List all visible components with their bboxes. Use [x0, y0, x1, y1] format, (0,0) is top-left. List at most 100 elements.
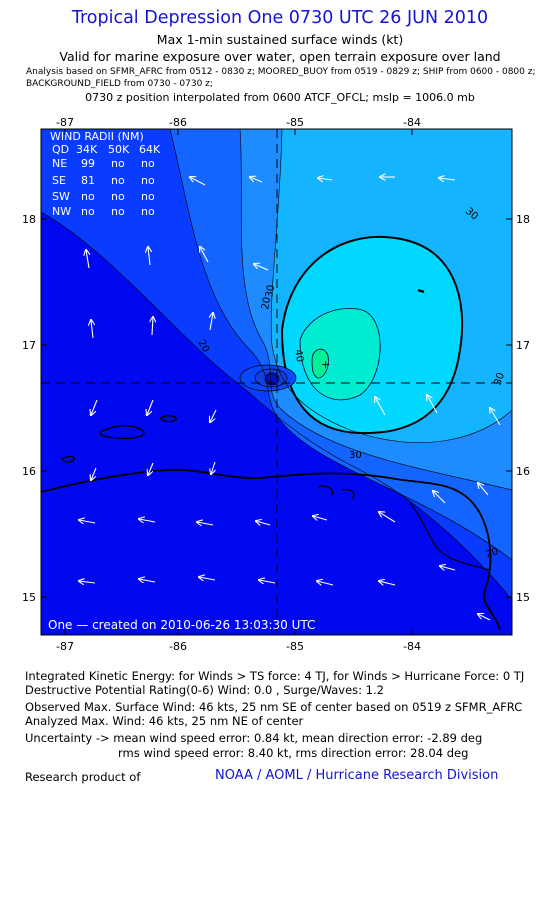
contour-label-30c: 30 [492, 371, 507, 387]
wind-arrow [210, 313, 213, 331]
lon-tick-bottom-87: -87 [56, 640, 74, 653]
research-product-label: Research product of [25, 770, 141, 784]
wind-arrow [139, 519, 156, 522]
wind-radii-table: WIND RADII (NM) QD 34K 50K 64K NE 99 no … [50, 130, 161, 218]
radii-row-nw-34k: no [81, 205, 95, 218]
wind-arrow [379, 581, 396, 585]
wind-analysis-map: + 20 20 30 30 30 30 40 20 WIND RADII (NM… [22, 116, 530, 653]
uncertainty-line1: Uncertainty -> mean wind speed error: 0.… [25, 731, 483, 745]
contour-label-40: 40 [292, 349, 305, 363]
lon-tick-bottom-84: -84 [403, 640, 421, 653]
contour-label-30d: 30 [264, 284, 277, 298]
lat-tick-left-18: 18 [22, 213, 36, 226]
radii-header-50k: 50K [108, 143, 130, 156]
analysis-sources-line2: BACKGROUND_FIELD from 0730 - 0730 z; [26, 79, 213, 89]
wind-arrow [148, 462, 154, 475]
lon-tick-top-84: -84 [403, 116, 421, 129]
radii-row-sw-qd: SW [52, 190, 70, 203]
lat-ticks-left: 18 17 16 15 [22, 213, 47, 604]
subtitle-exposure: Valid for marine exposure over water, op… [59, 49, 501, 64]
island-utila [61, 455, 75, 463]
lat-ticks-right: 18 17 16 15 [506, 213, 530, 604]
wind-arrow [86, 250, 89, 269]
center-plus-marker: + [321, 358, 330, 371]
radii-row-se-34k: 81 [81, 174, 95, 187]
lat-tick-right-15: 15 [516, 591, 530, 604]
radii-row-nw-50k: no [111, 205, 125, 218]
honduras-coast [41, 468, 501, 631]
position-line: 0730 z position interpolated from 0600 A… [85, 91, 475, 104]
wind-arrow [139, 579, 156, 582]
radii-row-ne-50k: no [111, 157, 125, 170]
lon-ticks-top: -87 -86 -85 -84 [56, 116, 421, 135]
wind-arrow [190, 177, 206, 186]
ike-line: Integrated Kinetic Energy: for Winds > T… [25, 669, 525, 683]
lat-tick-left-16: 16 [22, 465, 36, 478]
wind-arrow [148, 247, 150, 266]
coastline [41, 288, 501, 631]
island-roatan [99, 425, 145, 440]
wind-arrow [200, 247, 209, 263]
island-guanaja [158, 415, 177, 423]
wind-arrow [91, 320, 93, 339]
radii-header-qd: QD [52, 143, 69, 156]
island-swan-reefs [317, 485, 355, 500]
contour-label-20c: 20 [484, 546, 500, 561]
uncertainty-line2: rms wind speed error: 8.40 kt, rms direc… [118, 746, 469, 760]
radii-row-se-50k: no [111, 174, 125, 187]
wind-band-max [311, 348, 329, 379]
contour-label-30a: 30 [349, 450, 362, 461]
radii-row-ne-qd: NE [52, 157, 67, 170]
radii-row-nw-64k: no [141, 205, 155, 218]
lat-tick-right-18: 18 [516, 213, 530, 226]
wind-arrow [427, 395, 438, 414]
lon-tick-top-85: -85 [286, 116, 304, 129]
lat-tick-right-17: 17 [516, 339, 530, 352]
observed-max-wind-line: Observed Max. Surface Wind: 46 kts, 25 n… [25, 700, 523, 714]
noaa-aoml-hrd-label: NOAA / AOML / Hurricane Research Divisio… [215, 768, 499, 783]
isotach-10 [41, 211, 512, 601]
radii-row-se-qd: SE [52, 174, 66, 187]
isotach-30 [270, 129, 512, 443]
destructive-potential-line: Destructive Potential Rating(0-6) Wind: … [25, 683, 384, 697]
wind-arrow [440, 566, 456, 570]
wind-radii-title: WIND RADII (NM) [50, 130, 144, 143]
wind-arrow [211, 461, 215, 474]
radii-header-64k: 64K [139, 143, 161, 156]
radii-row-sw-50k: no [111, 190, 125, 203]
wind-arrow [91, 467, 97, 480]
lon-tick-top-87: -87 [56, 116, 74, 129]
isotach-25 [239, 129, 512, 491]
wind-arrow [256, 521, 271, 525]
lat-tick-left-15: 15 [22, 591, 36, 604]
wind-arrow [259, 580, 276, 583]
wind-arrow [79, 520, 96, 523]
wind-arrow [91, 399, 98, 415]
radii-row-sw-64k: no [141, 190, 155, 203]
wind-arrow [439, 178, 456, 180]
analyzed-max-wind-line: Analyzed Max. Wind: 46 kts, 25 nm NE of … [25, 714, 304, 728]
lon-tick-bottom-85: -85 [286, 640, 304, 653]
wind-arrow [199, 577, 216, 580]
wind-arrow [317, 581, 334, 585]
radii-row-nw-qd: NW [52, 205, 71, 218]
subtitle-max-winds: Max 1-min sustained surface winds (kt) [156, 32, 404, 47]
radii-row-ne-64k: no [141, 157, 155, 170]
center-low-contour-inner [264, 372, 280, 386]
wind-arrow [152, 317, 153, 336]
wind-arrow [313, 516, 328, 520]
wind-arrow [478, 614, 491, 621]
wind-arrow [250, 177, 263, 183]
island-swan [417, 288, 425, 294]
wind-arrows [79, 177, 501, 621]
analysis-sources-line1: Analysis based on SFMR_AFRC from 0512 - … [26, 67, 536, 77]
wind-arrow [379, 512, 396, 523]
wind-arrow [490, 408, 501, 426]
contour-label-20b: 20 [260, 296, 273, 310]
wind-arrow [318, 178, 333, 180]
radii-row-se-64k: no [141, 174, 155, 187]
lon-tick-top-86: -86 [169, 116, 187, 129]
radii-header-34k: 34K [76, 143, 98, 156]
wind-arrow [197, 522, 214, 525]
wind-arrow [433, 491, 446, 504]
